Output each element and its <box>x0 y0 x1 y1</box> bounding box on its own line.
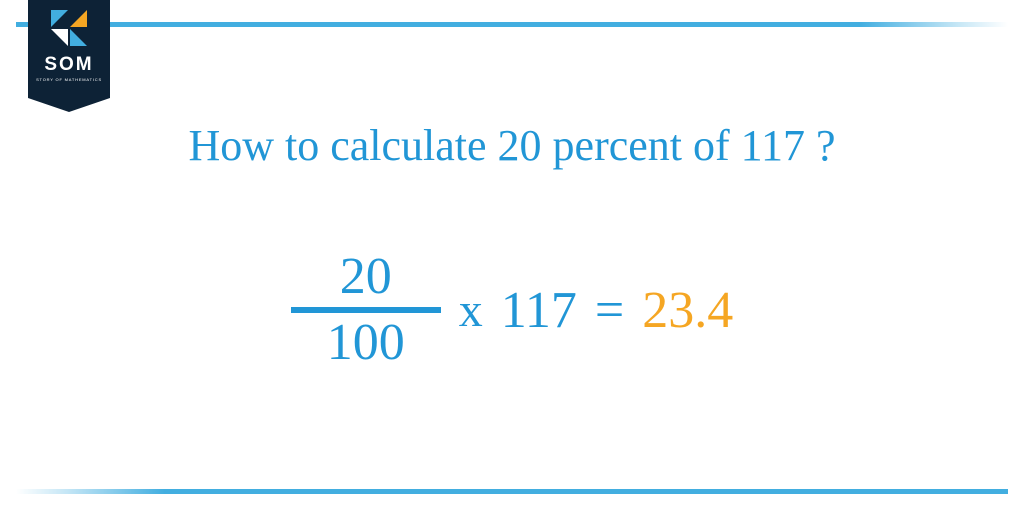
fraction: 20 100 <box>291 251 441 369</box>
top-border <box>16 22 1008 27</box>
logo-subtitle: STORY OF MATHEMATICS <box>36 77 102 82</box>
multiplicand: 117 <box>501 281 577 340</box>
multiply-operator: x <box>459 283 483 338</box>
result: 23.4 <box>642 281 733 340</box>
numerator: 20 <box>318 251 414 307</box>
logo-badge: SOM STORY OF MATHEMATICS <box>28 0 110 98</box>
logo-text: SOM <box>44 54 93 76</box>
logo-icon <box>51 10 87 46</box>
bottom-border <box>16 489 1008 494</box>
content-area: How to calculate 20 percent of 117 ? 20 … <box>0 120 1024 369</box>
equals-sign: = <box>595 281 624 340</box>
equation: 20 100 x 117 = 23.4 <box>291 251 733 369</box>
denominator: 100 <box>327 313 405 369</box>
question-text: How to calculate 20 percent of 117 ? <box>188 120 835 171</box>
